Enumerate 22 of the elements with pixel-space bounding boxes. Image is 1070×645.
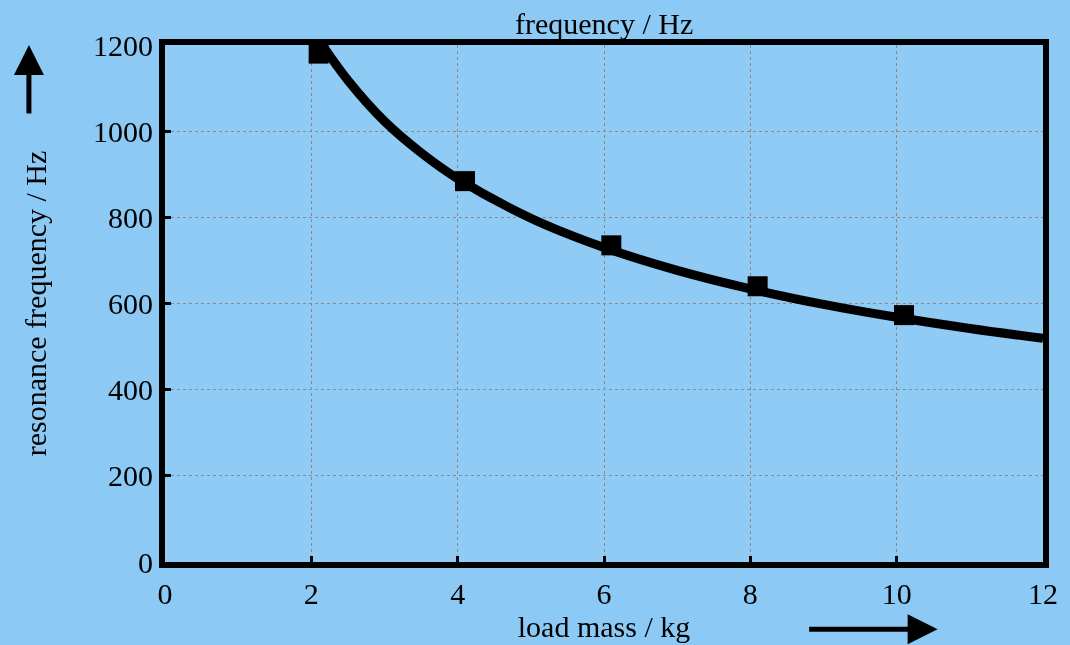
- y-axis-title: resonance frequency / Hz: [18, 150, 52, 457]
- y-tick-label: 800: [108, 200, 153, 234]
- point: [747, 276, 768, 297]
- y-tick-label: 200: [108, 459, 153, 493]
- x-tick-label: 4: [450, 577, 466, 610]
- x-tick-label: 8: [742, 577, 758, 610]
- y-tick-label: 600: [108, 287, 153, 320]
- x-tick-label: 0: [157, 577, 173, 610]
- x-tick-label: 6: [596, 577, 612, 610]
- y-tick-label: 0: [138, 545, 153, 579]
- y-tick-label: 400: [108, 373, 153, 407]
- y-tick-label: 1200: [93, 28, 153, 62]
- x-axis-title: load mass / kg: [517, 610, 691, 643]
- point: [601, 235, 622, 256]
- x-tick-label: 2: [303, 577, 319, 610]
- point: [454, 171, 475, 192]
- x-tick-label: 10: [881, 577, 912, 610]
- point: [893, 305, 914, 326]
- text: frequency / Hz: [515, 7, 694, 40]
- x-tick-label: 12: [1028, 577, 1058, 610]
- y-tick-label: 1000: [93, 114, 153, 148]
- point: [308, 43, 329, 64]
